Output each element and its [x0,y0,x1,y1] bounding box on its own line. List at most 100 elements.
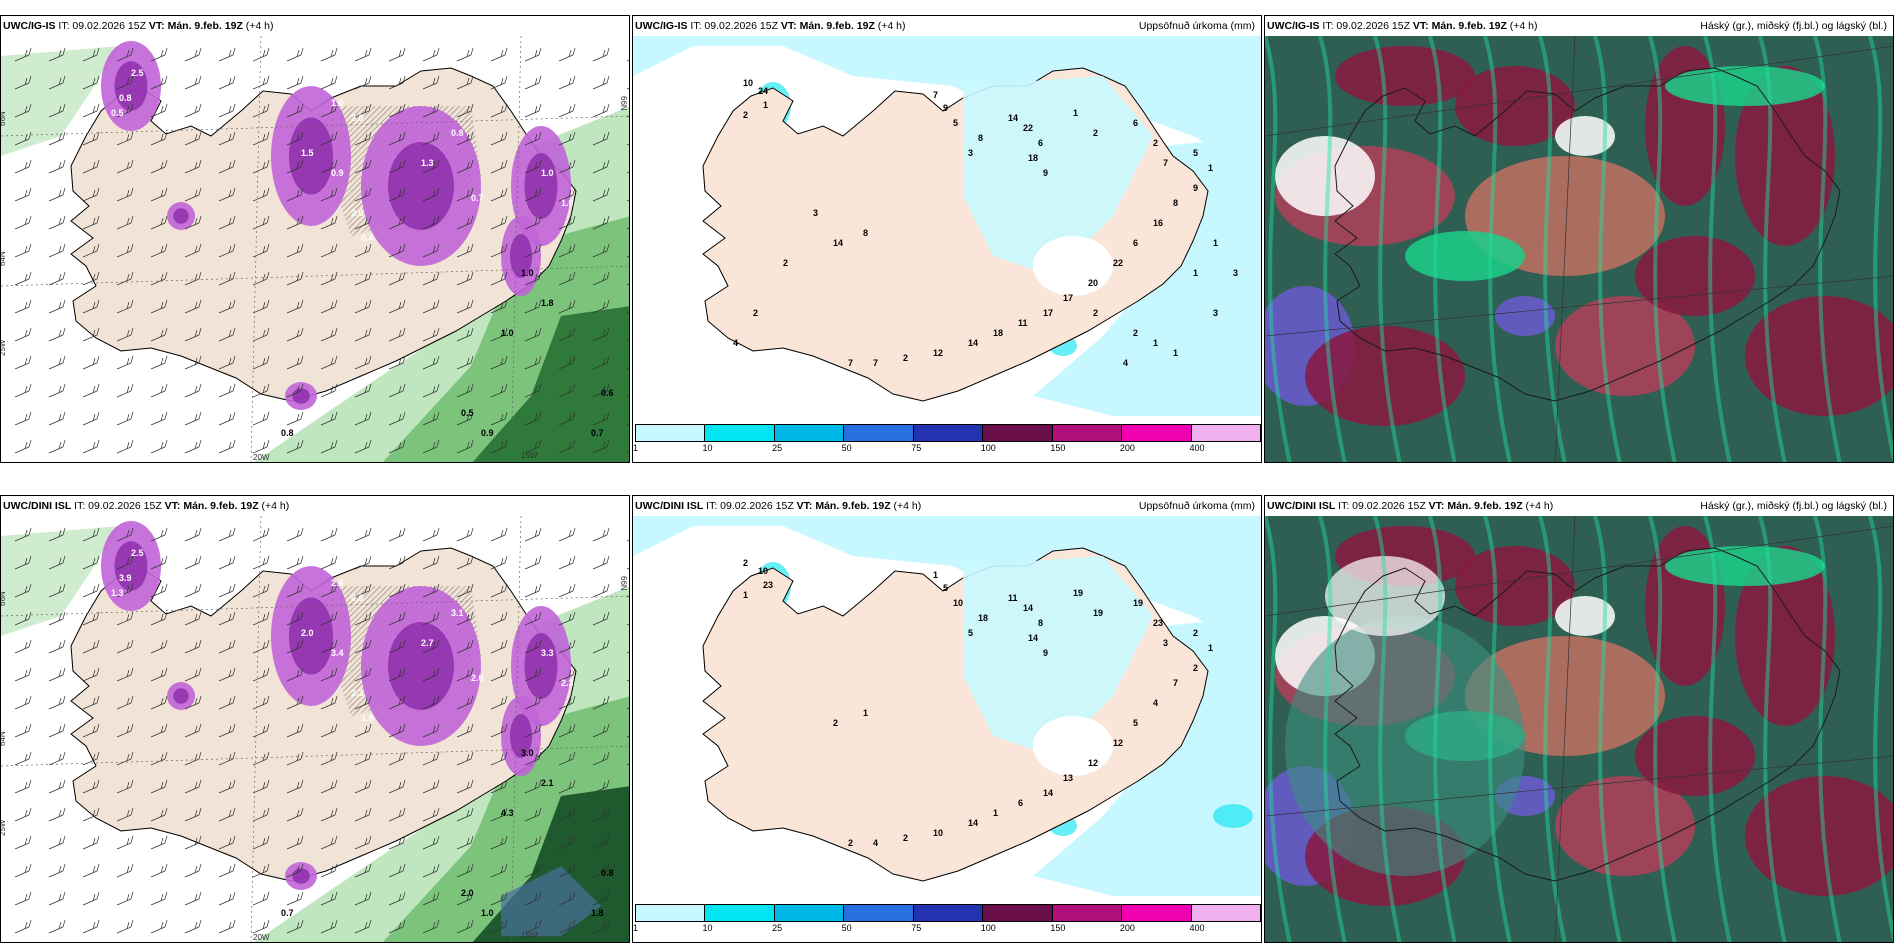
wind-barb [252,299,270,314]
wind-barb [490,187,508,202]
wind-barb [286,863,304,878]
blue-shade [501,866,601,936]
wind-barb [218,835,236,850]
wind-barb [354,47,372,62]
value-label: 2.6 [471,673,484,683]
cloud-contour [1483,35,1512,462]
wind-barb [422,639,440,654]
wind-barb [286,807,304,822]
wind-barb [14,555,32,570]
wind-barb [150,271,168,286]
precip-value: 9 [1193,183,1198,193]
wind-barb [490,75,508,90]
wind-barb [48,751,66,766]
wind-barb [286,355,304,370]
cloud-contour [1813,35,1842,462]
wind-barb [116,103,134,118]
wind-barb [558,411,576,426]
wind-barb [320,779,338,794]
precip-value: 9 [943,103,948,113]
wind-barb [218,243,236,258]
wind-barb [320,583,338,598]
wind-barb [320,555,338,570]
lat-label: 66N [619,96,628,111]
precip-value: 1 [1073,108,1078,118]
wind-barb [150,723,168,738]
wind-barb [456,103,474,118]
wind-barb [422,327,440,342]
precip-value: 10 [743,78,753,88]
wind-barb [524,527,542,542]
cloud-blob [1735,546,1835,726]
wind-barb [218,863,236,878]
legend-tick-label: 25 [772,443,783,453]
panel-dini-wind: UWC/DINI ISL IT: 09.02.2026 15Z VT: Mán.… [0,495,630,943]
wind-barb [320,355,338,370]
init-time: IT: 09.02.2026 15Z [690,20,778,32]
wind-barb [82,779,100,794]
wind-barb [524,667,542,682]
wind-barb [252,695,270,710]
wind-barb [116,527,134,542]
wind-barb [524,159,542,174]
valid-time: Mán. 9.feb. 19Z [183,500,259,512]
legend-tick-label: 150 [1050,443,1066,453]
wind-barb [388,243,406,258]
cloud-map [1265,515,1893,942]
wind-barb [490,667,508,682]
wind-barb [422,891,440,906]
wind-barb [354,695,372,710]
precip-value: 7 [848,358,853,368]
legend-tick-label: 200 [1119,923,1135,933]
wind-barb [252,355,270,370]
cloud-contour [1868,35,1893,462]
wind-barb [490,299,508,314]
wind-barb [422,723,440,738]
wind-barb [592,187,610,202]
wind-barb [116,299,134,314]
wind-barb [218,271,236,286]
graticule [1,115,629,137]
wind-barb [116,411,134,426]
legend-tick-label: 200 [1119,443,1135,453]
precip-value: 1 [933,570,938,580]
cloud-contour [1428,515,1457,942]
precip-value: 14 [1023,603,1033,613]
valid-time: Mán. 9.feb. 19Z [167,20,243,32]
value-label: 0.5 [461,408,474,418]
wind-barb [388,639,406,654]
value-label: 3.4 [331,648,344,658]
panel-header: UWC/DINI ISL IT: 09.02.2026 15Z VT: Mán.… [1265,496,1893,516]
wind-barb [82,863,100,878]
iceland-outline [1334,67,1841,402]
legend-tick-label: 10 [702,923,713,933]
wind-barb [320,131,338,146]
wind-barb [558,695,576,710]
wind-barb [184,159,202,174]
legend-colorbar [635,424,1261,442]
precip-value: 8 [863,228,868,238]
graticule [510,35,522,462]
wind-barb [116,639,134,654]
wind-barb [320,439,338,454]
value-label: 1.0 [501,328,514,338]
valid-time: Mán. 9.feb. 19Z [1447,500,1523,512]
wind-barb [388,355,406,370]
wind-barb [82,47,100,62]
value-label: 2.0 [351,208,364,218]
wind-barb [116,583,134,598]
wind-barb [184,299,202,314]
wind-barb [524,919,542,934]
precip-value: 23 [763,580,773,590]
wind-barb [354,779,372,794]
wind-barb [14,103,32,118]
wind-barb [320,327,338,342]
wind-barb [252,807,270,822]
wind-barb [524,215,542,230]
wind-barb [524,891,542,906]
value-label: 2.3 [561,678,574,688]
wind-barb [150,779,168,794]
wind-barb [116,779,134,794]
wind-barb [252,583,270,598]
wind-barb [286,103,304,118]
